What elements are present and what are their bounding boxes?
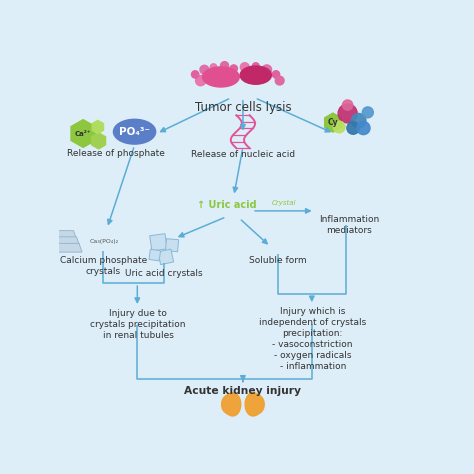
Circle shape bbox=[210, 64, 217, 70]
Circle shape bbox=[220, 62, 228, 70]
Circle shape bbox=[253, 63, 259, 69]
Polygon shape bbox=[245, 392, 264, 416]
Polygon shape bbox=[45, 243, 82, 252]
Polygon shape bbox=[165, 239, 179, 252]
Text: Soluble form: Soluble form bbox=[249, 256, 307, 265]
Circle shape bbox=[338, 104, 357, 123]
Polygon shape bbox=[222, 392, 241, 416]
Text: PO₄³⁻: PO₄³⁻ bbox=[119, 127, 150, 137]
Text: ↑ Uric acid: ↑ Uric acid bbox=[197, 201, 256, 210]
Text: Release of nucleic acid: Release of nucleic acid bbox=[191, 150, 295, 159]
Polygon shape bbox=[39, 231, 76, 239]
Text: Ca²⁺: Ca²⁺ bbox=[75, 130, 91, 137]
Polygon shape bbox=[42, 237, 80, 246]
Circle shape bbox=[357, 121, 370, 135]
Circle shape bbox=[230, 65, 237, 72]
Circle shape bbox=[240, 63, 249, 72]
Text: Acute kidney injury: Acute kidney injury bbox=[184, 386, 301, 396]
Circle shape bbox=[262, 65, 272, 74]
Circle shape bbox=[343, 100, 353, 110]
Polygon shape bbox=[149, 249, 161, 261]
Ellipse shape bbox=[113, 119, 155, 144]
Text: Release of phosphate: Release of phosphate bbox=[67, 149, 165, 158]
Ellipse shape bbox=[202, 67, 239, 87]
Circle shape bbox=[275, 76, 284, 85]
Circle shape bbox=[362, 107, 374, 118]
Circle shape bbox=[351, 113, 366, 128]
Polygon shape bbox=[91, 133, 106, 149]
Polygon shape bbox=[158, 249, 173, 264]
Polygon shape bbox=[92, 120, 103, 134]
Text: Injury due to
crystals precipitation
in renal tubules: Injury due to crystals precipitation in … bbox=[91, 309, 186, 340]
Circle shape bbox=[333, 121, 345, 133]
Circle shape bbox=[200, 65, 209, 74]
Text: Cy: Cy bbox=[328, 118, 338, 127]
Polygon shape bbox=[150, 234, 167, 251]
Text: Ca₃(PO₄)₂: Ca₃(PO₄)₂ bbox=[90, 239, 119, 244]
Circle shape bbox=[196, 75, 206, 86]
Circle shape bbox=[347, 122, 359, 134]
Text: Tumor cells lysis: Tumor cells lysis bbox=[195, 101, 291, 114]
Text: Uric acid crystals: Uric acid crystals bbox=[125, 269, 203, 278]
Text: Crystal: Crystal bbox=[272, 200, 296, 206]
Circle shape bbox=[191, 71, 199, 78]
Polygon shape bbox=[325, 113, 341, 132]
Ellipse shape bbox=[240, 66, 272, 84]
Circle shape bbox=[272, 71, 280, 78]
Text: Calcium phosphate
crystals: Calcium phosphate crystals bbox=[60, 256, 147, 276]
Polygon shape bbox=[71, 119, 95, 147]
Text: Injury which is
independent of crystals
precipitation:
- vasoconstriction
- oxyg: Injury which is independent of crystals … bbox=[259, 307, 366, 372]
Text: Inflammation
mediators: Inflammation mediators bbox=[319, 215, 380, 235]
